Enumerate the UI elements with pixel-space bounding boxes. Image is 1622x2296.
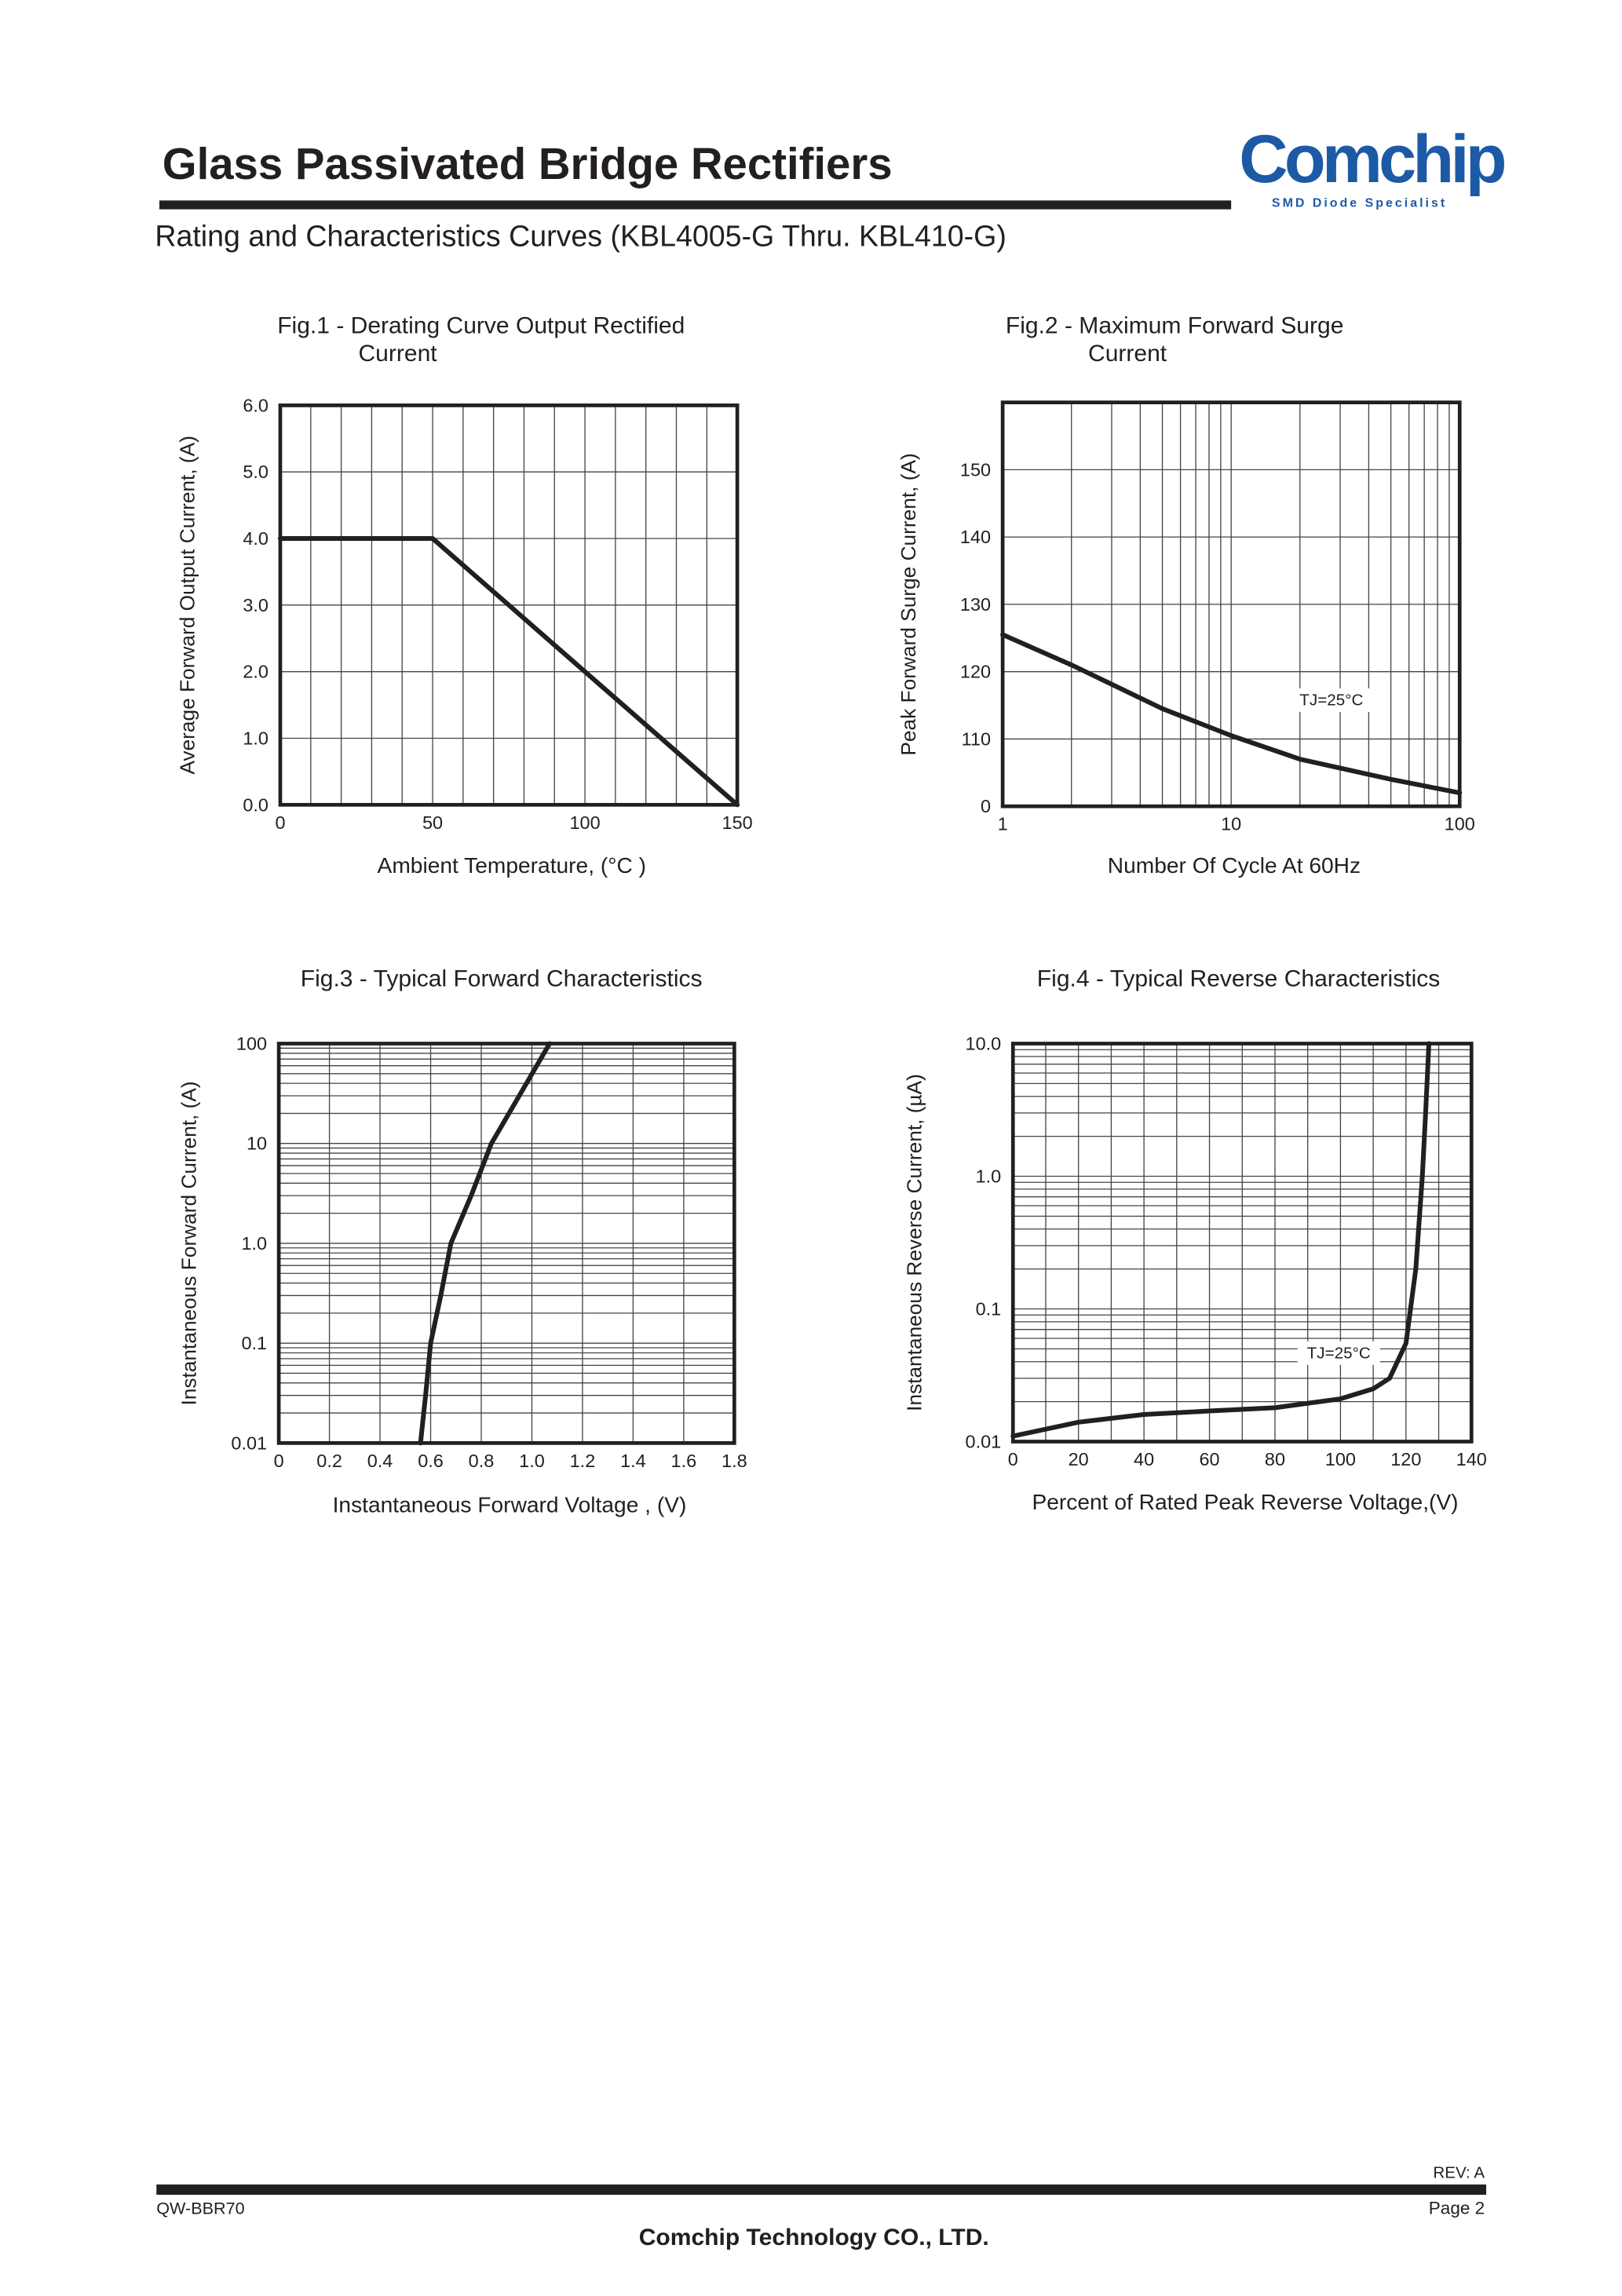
footer-rule — [156, 2184, 1487, 2196]
logo: Comchip — [1239, 122, 1505, 197]
plot-frame — [1010, 1042, 1474, 1444]
x-tick-label: 60 — [1199, 1449, 1219, 1469]
y-tick-label: 150 — [960, 459, 991, 480]
x-tick-label: 40 — [1134, 1449, 1154, 1469]
x-axis-label: Ambient Temperature, (°C ) — [378, 853, 646, 878]
page-number: Page 2 — [1429, 2198, 1485, 2218]
x-tick-label: 140 — [1456, 1449, 1487, 1469]
data-line — [277, 536, 740, 808]
chart-title: Fig.1 - Derating Curve Output Rectified — [277, 312, 685, 338]
plot-frame — [276, 1042, 736, 1445]
data-line — [418, 1041, 553, 1446]
x-tick-label: 1.4 — [620, 1451, 646, 1471]
y-axis-label: Peak Forward Surge Current, (A) — [897, 453, 920, 755]
y-tick-label: 6.0 — [243, 395, 269, 415]
y-tick-label: 1.0 — [241, 1233, 267, 1254]
data-line — [1000, 632, 1463, 796]
chart-title: Current — [359, 341, 438, 367]
y-tick-label: 0.1 — [976, 1298, 1002, 1319]
x-tick-label: 100 — [1325, 1449, 1356, 1469]
y-tick-label: 0.0 — [243, 794, 269, 815]
y-tick-label: 110 — [962, 728, 991, 749]
plot-frame — [1000, 400, 1462, 809]
y-tick-label: 120 — [960, 662, 991, 682]
x-tick-label: 1.2 — [570, 1451, 596, 1471]
y-tick-label: 0 — [981, 796, 991, 816]
x-tick-label: 10 — [1221, 814, 1241, 834]
x-tick-label: 1.0 — [519, 1451, 545, 1471]
x-tick-label: 0.4 — [367, 1451, 393, 1471]
chart-title: Current — [1088, 341, 1167, 367]
y-tick-label: 0.01 — [231, 1433, 267, 1453]
page-subtitle: Rating and Characteristics Curves (KBL40… — [155, 219, 1006, 252]
x-tick-label: 1.6 — [671, 1451, 697, 1471]
y-axis-label: Instantaneous Forward Current, (A) — [177, 1081, 201, 1405]
annotation-bg — [1290, 688, 1373, 712]
annotation: TJ=25°C — [1307, 1344, 1371, 1362]
x-axis-label: Instantaneous Forward Voltage , (V) — [333, 1493, 687, 1517]
y-tick-label: 0.01 — [966, 1432, 1002, 1452]
y-tick-label: 100 — [236, 1033, 267, 1053]
plot-frame — [278, 403, 740, 807]
chart-title: Fig.4 - Typical Reverse Characteristics — [1037, 965, 1440, 991]
y-tick-label: 3.0 — [243, 595, 269, 615]
company-name: Comchip Technology CO., LTD. — [639, 2225, 989, 2250]
y-tick-label: 4.0 — [243, 528, 269, 549]
x-tick-label: 80 — [1265, 1449, 1285, 1469]
x-tick-label: 0.8 — [469, 1451, 495, 1471]
y-tick-label: 10.0 — [966, 1033, 1002, 1053]
x-tick-label: 150 — [722, 812, 753, 833]
x-tick-label: 0 — [275, 812, 285, 833]
y-axis-label: Instantaneous Reverse Current, (µA) — [902, 1074, 926, 1411]
x-tick-label: 0 — [1008, 1449, 1018, 1469]
page-title: Glass Passivated Bridge Rectifiers — [163, 139, 893, 188]
x-tick-label: 100 — [1445, 814, 1475, 834]
logo-tagline: SMD Diode Specialist — [1272, 197, 1447, 210]
x-axis-label: Number Of Cycle At 60Hz — [1108, 853, 1361, 878]
x-tick-label: 0.6 — [418, 1451, 444, 1471]
y-tick-label: 140 — [960, 527, 991, 547]
annotation-bg — [1297, 1341, 1380, 1365]
y-tick-label: 10 — [247, 1133, 267, 1154]
y-tick-label: 2.0 — [243, 662, 269, 682]
x-tick-label: 20 — [1069, 1449, 1089, 1469]
x-tick-label: 1.8 — [721, 1451, 747, 1471]
y-tick-label: 1.0 — [976, 1166, 1002, 1186]
x-tick-label: 0 — [274, 1451, 284, 1471]
x-tick-label: 120 — [1390, 1449, 1421, 1469]
y-tick-label: 130 — [960, 594, 991, 615]
annotation: TJ=25°C — [1299, 691, 1363, 709]
data-line — [1010, 1041, 1432, 1439]
y-tick-label: 5.0 — [243, 462, 269, 482]
chart-title: Fig.3 - Typical Forward Characteristics — [301, 965, 703, 991]
x-tick-label: 0.2 — [316, 1451, 342, 1471]
x-tick-label: 1 — [998, 814, 1008, 834]
x-tick-label: 100 — [569, 812, 600, 833]
y-tick-label: 1.0 — [243, 728, 269, 748]
y-tick-label: 0.1 — [241, 1333, 267, 1353]
x-axis-label: Percent of Rated Peak Reverse Voltage,(V… — [1032, 1490, 1458, 1514]
chart-title: Fig.2 - Maximum Forward Surge — [1006, 312, 1344, 338]
y-axis-label: Average Forward Output Current, (A) — [176, 436, 199, 775]
doc-number: QW-BBR70 — [156, 2198, 244, 2218]
x-tick-label: 50 — [422, 812, 443, 833]
revision: REV: A — [1433, 2163, 1485, 2181]
title-rule — [159, 200, 1232, 210]
